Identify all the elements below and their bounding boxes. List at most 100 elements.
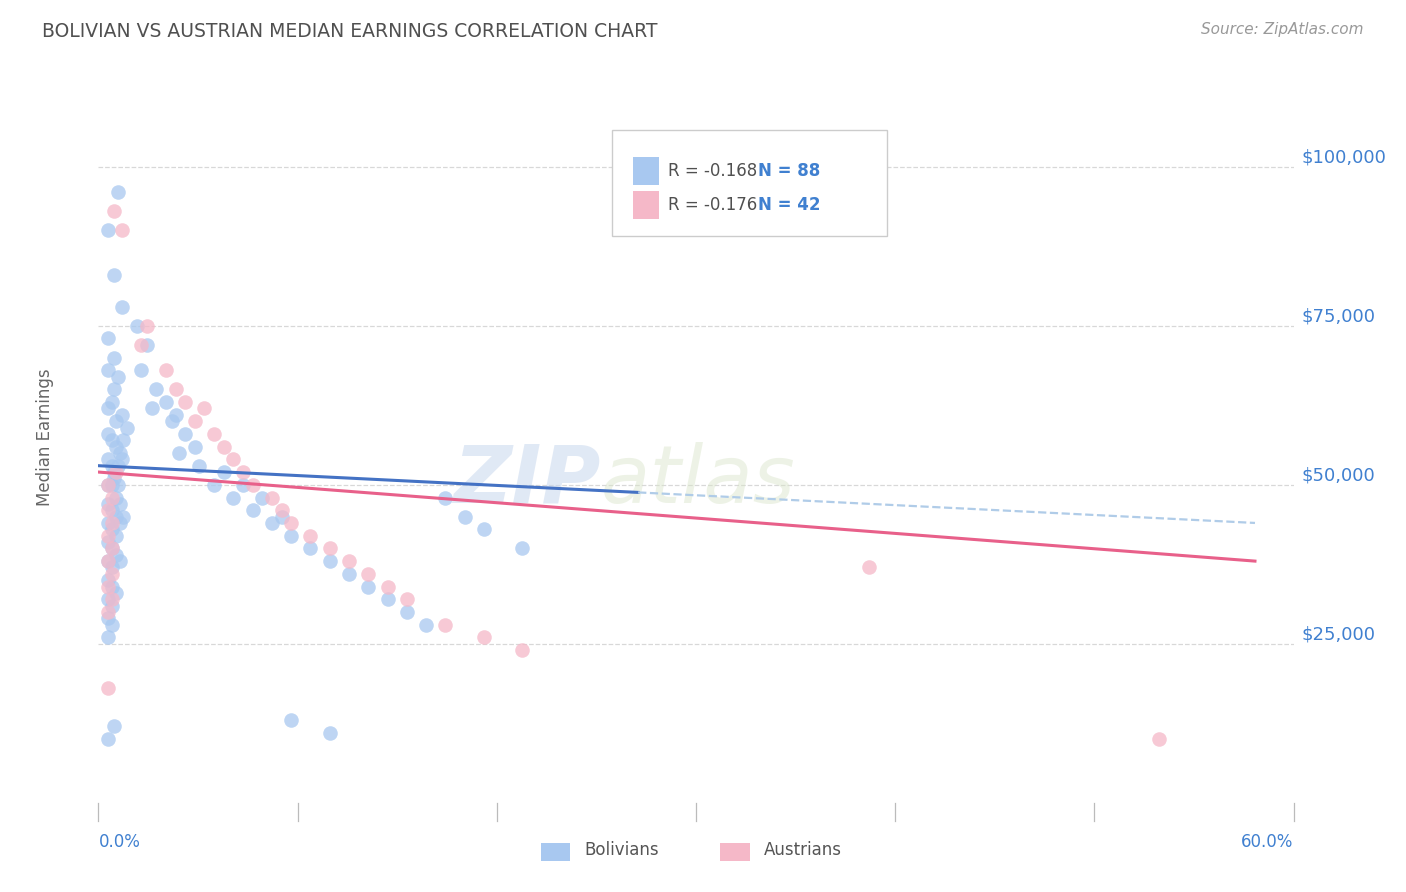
Point <box>319 726 342 740</box>
Point <box>97 497 120 511</box>
Point <box>270 509 292 524</box>
Point <box>101 541 124 556</box>
Point <box>472 522 495 536</box>
Point <box>472 631 495 645</box>
Point <box>415 617 437 632</box>
Point <box>232 477 254 491</box>
Point <box>280 529 302 543</box>
Point <box>104 440 127 454</box>
Point <box>117 420 139 434</box>
Point <box>103 471 125 485</box>
Point <box>101 434 124 448</box>
Point <box>212 440 235 454</box>
Point <box>242 477 264 491</box>
Point <box>108 446 131 460</box>
Point <box>337 554 360 568</box>
Text: BOLIVIAN VS AUSTRIAN MEDIAN EARNINGS CORRELATION CHART: BOLIVIAN VS AUSTRIAN MEDIAN EARNINGS COR… <box>42 22 658 41</box>
Point <box>260 516 283 530</box>
Bar <box>541 843 571 862</box>
Point <box>135 318 157 333</box>
Point <box>160 414 183 428</box>
Point <box>107 477 129 491</box>
Point <box>107 369 129 384</box>
Text: $75,000: $75,000 <box>1302 308 1376 326</box>
Point <box>97 631 120 645</box>
Point <box>101 541 124 556</box>
Point <box>280 516 302 530</box>
Point <box>174 395 197 409</box>
Point <box>103 465 125 479</box>
Point <box>97 605 120 619</box>
Point <box>104 509 127 524</box>
Point <box>110 223 132 237</box>
Point <box>103 268 125 282</box>
Point <box>104 586 127 600</box>
Point <box>97 477 120 491</box>
Point <box>299 529 322 543</box>
Point <box>212 465 235 479</box>
Point <box>107 458 129 473</box>
Point <box>202 477 225 491</box>
Point <box>187 458 209 473</box>
Point <box>434 491 457 505</box>
Point <box>97 223 120 237</box>
Point <box>184 414 207 428</box>
Text: ZIP: ZIP <box>453 442 600 520</box>
Point <box>512 541 534 556</box>
Point <box>357 580 380 594</box>
Text: R = -0.168: R = -0.168 <box>668 162 758 180</box>
Text: N = 42: N = 42 <box>758 195 821 213</box>
Text: Bolivians: Bolivians <box>585 841 659 859</box>
Point <box>104 491 127 505</box>
Point <box>155 363 177 377</box>
Point <box>434 617 457 632</box>
Point <box>104 548 127 562</box>
Point <box>97 580 120 594</box>
Point <box>97 554 120 568</box>
Point <box>97 732 120 747</box>
Point <box>108 497 131 511</box>
Point <box>260 491 283 505</box>
Point <box>512 643 534 657</box>
Point <box>395 592 418 607</box>
Text: $100,000: $100,000 <box>1302 149 1386 167</box>
Point <box>97 503 120 517</box>
Point <box>97 554 120 568</box>
Text: Source: ZipAtlas.com: Source: ZipAtlas.com <box>1201 22 1364 37</box>
Point <box>101 458 124 473</box>
Point <box>242 503 264 517</box>
Point <box>97 592 120 607</box>
Point <box>145 383 167 397</box>
Point <box>104 465 127 479</box>
Point <box>1147 732 1170 747</box>
Point <box>141 401 163 416</box>
Point <box>101 477 124 491</box>
Point <box>97 681 120 696</box>
Point <box>101 503 124 517</box>
Point <box>377 580 399 594</box>
Bar <box>633 157 659 185</box>
Point <box>101 516 124 530</box>
Point <box>110 452 132 467</box>
Point <box>101 522 124 536</box>
Point <box>101 592 124 607</box>
Point <box>103 204 125 219</box>
Bar <box>720 843 749 862</box>
Point <box>125 318 148 333</box>
Text: 60.0%: 60.0% <box>1241 833 1294 851</box>
Text: Austrians: Austrians <box>763 841 842 859</box>
Text: $25,000: $25,000 <box>1302 626 1376 644</box>
Point <box>202 426 225 441</box>
Point <box>101 599 124 613</box>
Point <box>97 401 120 416</box>
Point <box>155 395 177 409</box>
Point <box>129 363 152 377</box>
Point <box>165 383 187 397</box>
Point <box>165 408 187 422</box>
Point <box>101 395 124 409</box>
Text: Median Earnings: Median Earnings <box>35 368 53 506</box>
Point <box>453 509 475 524</box>
Point <box>112 434 135 448</box>
Point <box>101 560 124 574</box>
Point <box>110 300 132 314</box>
